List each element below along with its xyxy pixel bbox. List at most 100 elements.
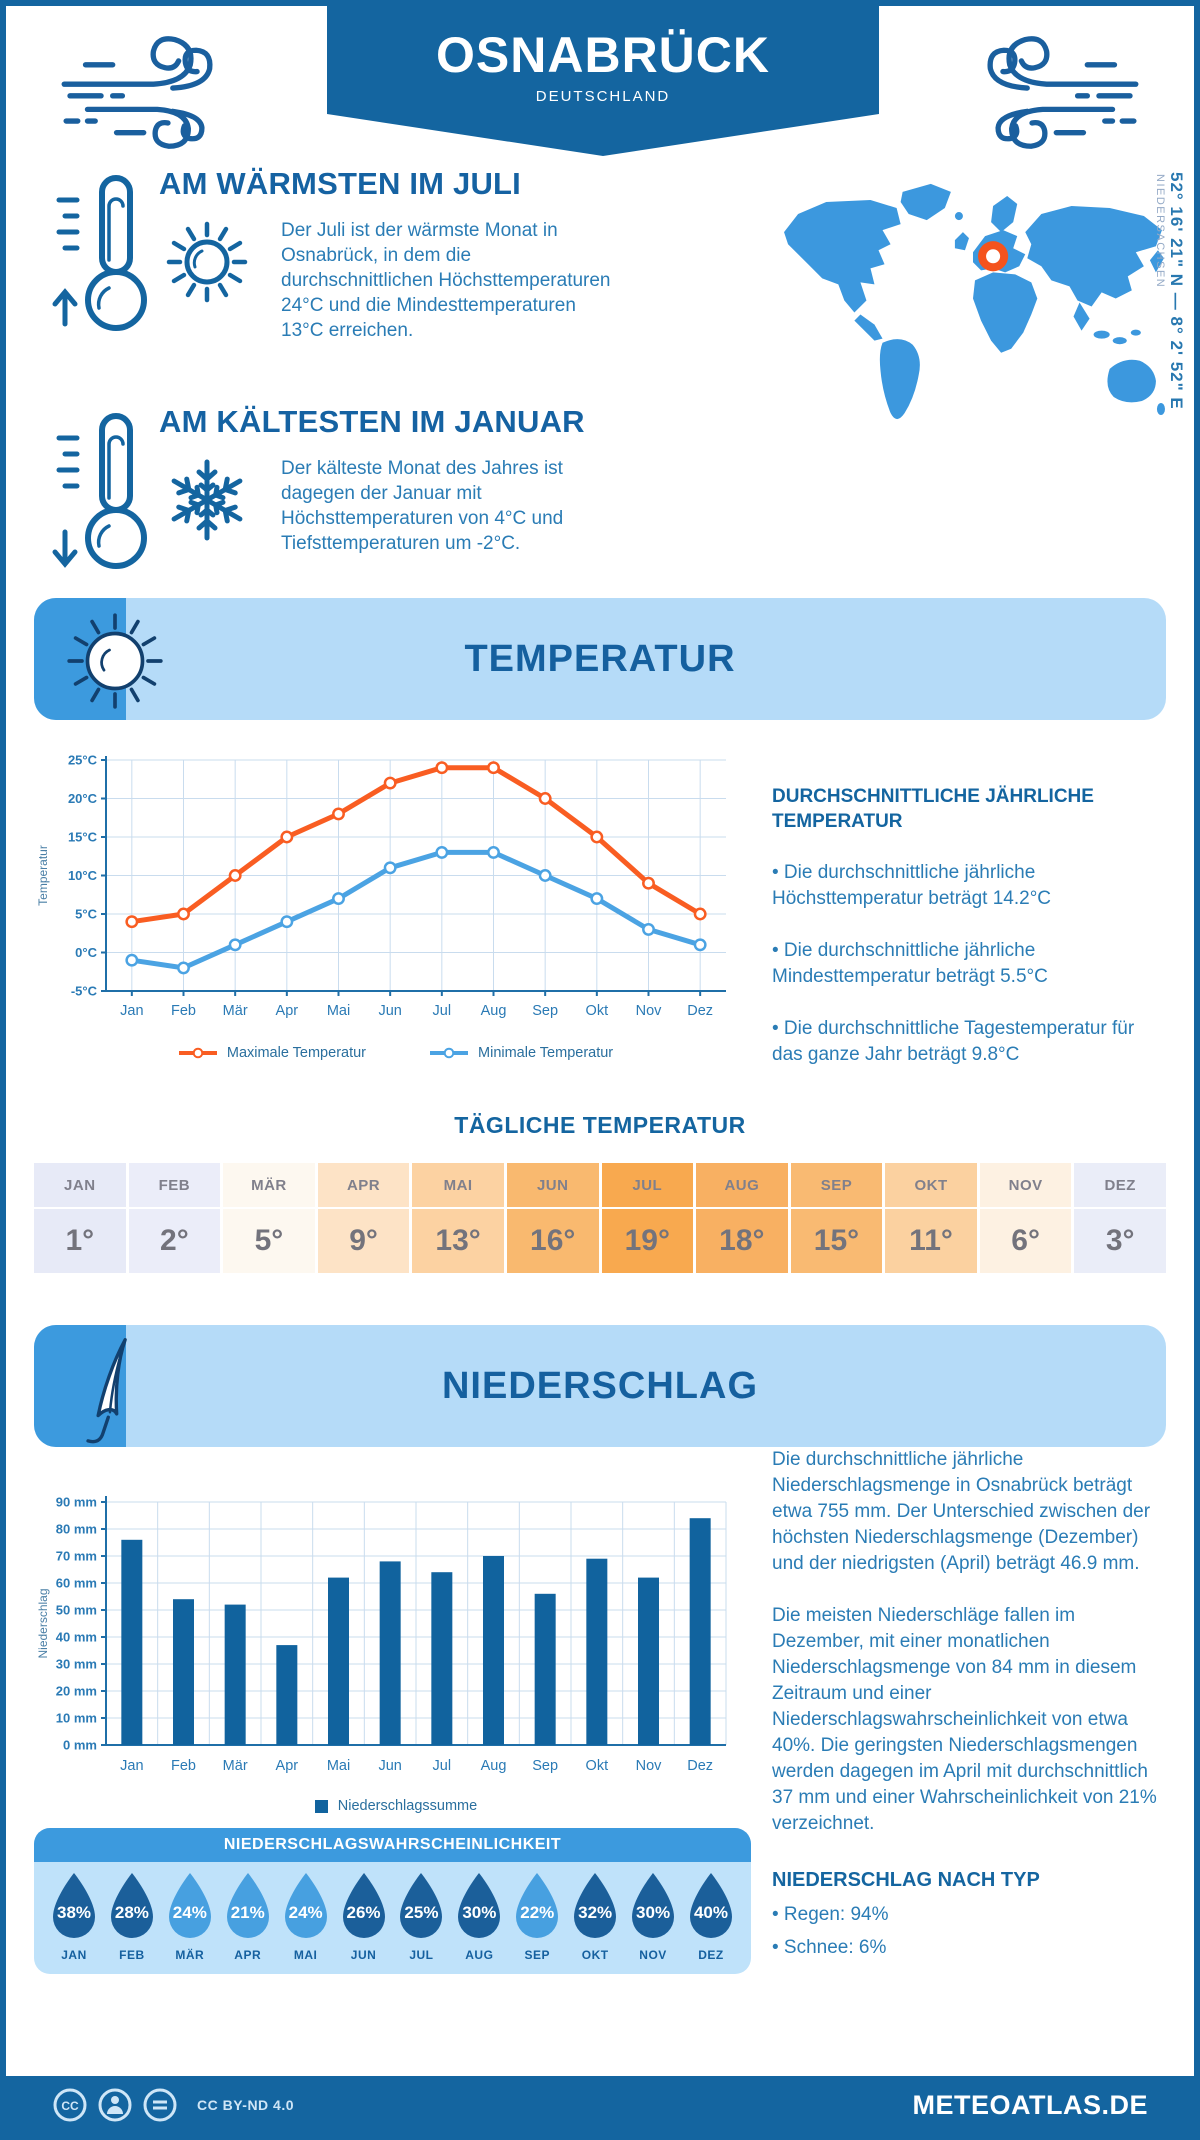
- table-month-header: DEZ: [1074, 1163, 1166, 1207]
- probability-drop: 40% DEZ: [685, 1872, 737, 1962]
- drop-month: NOV: [639, 1948, 667, 1962]
- thermometer-up-icon: [52, 175, 147, 331]
- sun-icon: [67, 613, 163, 709]
- table-month-column: JAN 1°: [34, 1163, 126, 1273]
- svg-text:Jun: Jun: [378, 1758, 401, 1774]
- table-month-header: MÄR: [223, 1163, 315, 1207]
- drop-month: OKT: [581, 1948, 609, 1962]
- drop-value: 40%: [693, 1903, 728, 1922]
- drop-value: 38%: [56, 1903, 92, 1922]
- svg-text:50 mm: 50 mm: [56, 1603, 97, 1618]
- temperature-content: -5°C 0°C 5°C 10°C 15°C 20°C 25°C Jan Feb Mär Apr Ma…: [34, 720, 1166, 1068]
- wind-icon: [61, 36, 213, 149]
- legend-label: Maximale Temperatur: [226, 1045, 367, 1061]
- svg-text:Jan: Jan: [120, 1758, 143, 1774]
- svg-text:Feb: Feb: [171, 1003, 196, 1019]
- svg-text:Aug: Aug: [481, 1758, 507, 1774]
- droplet-icon: [110, 1873, 153, 1938]
- svg-text:10 mm: 10 mm: [56, 1711, 97, 1726]
- svg-text:Feb: Feb: [171, 1758, 196, 1774]
- droplet-icon: [168, 1873, 211, 1938]
- droplet-icon: [574, 1873, 617, 1938]
- table-month-column: DEZ 3°: [1074, 1163, 1166, 1273]
- svg-text:15°C: 15°C: [68, 830, 98, 845]
- world-map: [784, 183, 1165, 420]
- drop-value: 25%: [404, 1903, 439, 1922]
- attribution-person-icon: [98, 2088, 132, 2122]
- svg-text:Mai: Mai: [327, 1758, 350, 1774]
- droplet-icon: [516, 1873, 559, 1938]
- svg-text:Sep: Sep: [532, 1758, 558, 1774]
- sidebar-bullet: • Die durchschnittliche jährliche Höchst…: [772, 862, 1052, 909]
- probability-drop: 24% MÄR: [164, 1872, 216, 1962]
- legend-square-icon: [314, 1799, 328, 1813]
- precipitation-bar: [224, 1604, 246, 1745]
- precipitation-bar-chart: 0 mm 10 mm 20 mm 30 mm 40 mm 50 mm 60 mm 70 mm 8…: [34, 1477, 758, 1788]
- warmest-month-block: AM WÄRMSTEN IM JULI: [51, 166, 611, 343]
- svg-text:20 mm: 20 mm: [56, 1684, 97, 1699]
- drop-value: 30%: [636, 1903, 671, 1922]
- snowflake-icon: [171, 459, 243, 541]
- table-month-header: JUL: [601, 1163, 694, 1207]
- svg-text:70 mm: 70 mm: [56, 1549, 97, 1564]
- probability-title: NIEDERSCHLAGSWAHRSCHEINLICHKEIT: [34, 1828, 751, 1862]
- table-month-header: OKT: [885, 1163, 977, 1207]
- table-month-header: APR: [317, 1163, 410, 1207]
- site-name: METEOATLAS.DE: [912, 2089, 1148, 2120]
- table-month-value: 2°: [128, 1209, 221, 1273]
- svg-text:Mai: Mai: [327, 1003, 350, 1019]
- svg-text:0 mm: 0 mm: [63, 1738, 97, 1753]
- drop-month: MAI: [293, 1948, 318, 1962]
- table-month-column: AUG 18°: [696, 1163, 788, 1273]
- temperature-banner-title: TEMPERATUR: [464, 638, 736, 680]
- coldest-text: Der kälteste Monat des Jahres ist dagege…: [281, 458, 564, 554]
- coordinates-text: 52° 16' 21" N — 8° 2' 52" E: [1167, 172, 1186, 410]
- title-banner: OSNABRÜCK DEUTSCHLAND: [327, 6, 879, 156]
- svg-text:Sep: Sep: [532, 1003, 558, 1019]
- temperature-banner: TEMPERATUR: [34, 598, 1166, 720]
- precipitation-bar: [276, 1645, 298, 1745]
- warmest-text: Der Juli ist der wärmste Monat in Osnabr…: [281, 220, 611, 341]
- license-icons: CC CC BY-ND 4.0: [52, 2087, 294, 2123]
- banner-cap: [34, 598, 163, 720]
- legend-label: Niederschlagssumme: [337, 1798, 478, 1814]
- table-month-value: 6°: [979, 1209, 1072, 1273]
- svg-text:80 mm: 80 mm: [56, 1522, 97, 1537]
- droplet-icon: [458, 1873, 501, 1938]
- warmest-title: AM WÄRMSTEN IM JULI: [159, 166, 521, 201]
- banner-cap: [34, 1325, 127, 1447]
- table-month-column: JUL 19°: [601, 1163, 694, 1273]
- coldest-title: AM KÄLTESTEN IM JANUAR: [159, 404, 585, 439]
- precipitation-bar: [173, 1599, 194, 1745]
- svg-text:Okt: Okt: [586, 1003, 609, 1019]
- temperature-chart-svg: -5°C 0°C 5°C 10°C 15°C 20°C 25°C Jan Feb Mär Apr Ma…: [36, 753, 726, 1019]
- probability-drop: 38% JAN: [48, 1872, 100, 1962]
- drop-month: JUL: [409, 1948, 434, 1962]
- svg-text:25°C: 25°C: [68, 753, 98, 768]
- wind-icon: [987, 36, 1139, 149]
- table-month-column: OKT 11°: [885, 1163, 977, 1273]
- table-month-header: NOV: [979, 1163, 1072, 1207]
- precipitation-paragraph: Die durchschnittliche jährliche Niedersc…: [772, 1449, 1151, 1574]
- drop-month: AUG: [465, 1948, 494, 1962]
- drop-month: APR: [234, 1948, 262, 1962]
- drop-value: 26%: [346, 1903, 381, 1922]
- svg-text:60 mm: 60 mm: [56, 1576, 97, 1591]
- precipitation-bar: [379, 1561, 401, 1745]
- svg-text:90 mm: 90 mm: [56, 1495, 97, 1510]
- svg-text:10°C: 10°C: [68, 868, 98, 883]
- probability-drop: 22% SEP: [511, 1872, 563, 1962]
- precipitation-bar: [638, 1577, 659, 1745]
- sidebar-heading: DURCHSCHNITTLICHE JÄHRLICHE TEMPERATUR: [772, 786, 1094, 832]
- sun-icon: [166, 221, 248, 303]
- precipitation-bar: [534, 1593, 556, 1745]
- table-month-value: 5°: [223, 1209, 315, 1273]
- legend-item: Niederschlagssumme: [314, 1798, 478, 1814]
- precipitation-banner-title: NIEDERSCHLAG: [441, 1365, 759, 1407]
- svg-text:0°C: 0°C: [75, 945, 97, 960]
- table-month-value: 15°: [790, 1209, 883, 1273]
- svg-text:5°C: 5°C: [75, 907, 97, 922]
- table-month-value: 9°: [317, 1209, 410, 1273]
- drop-value: 21%: [230, 1903, 265, 1922]
